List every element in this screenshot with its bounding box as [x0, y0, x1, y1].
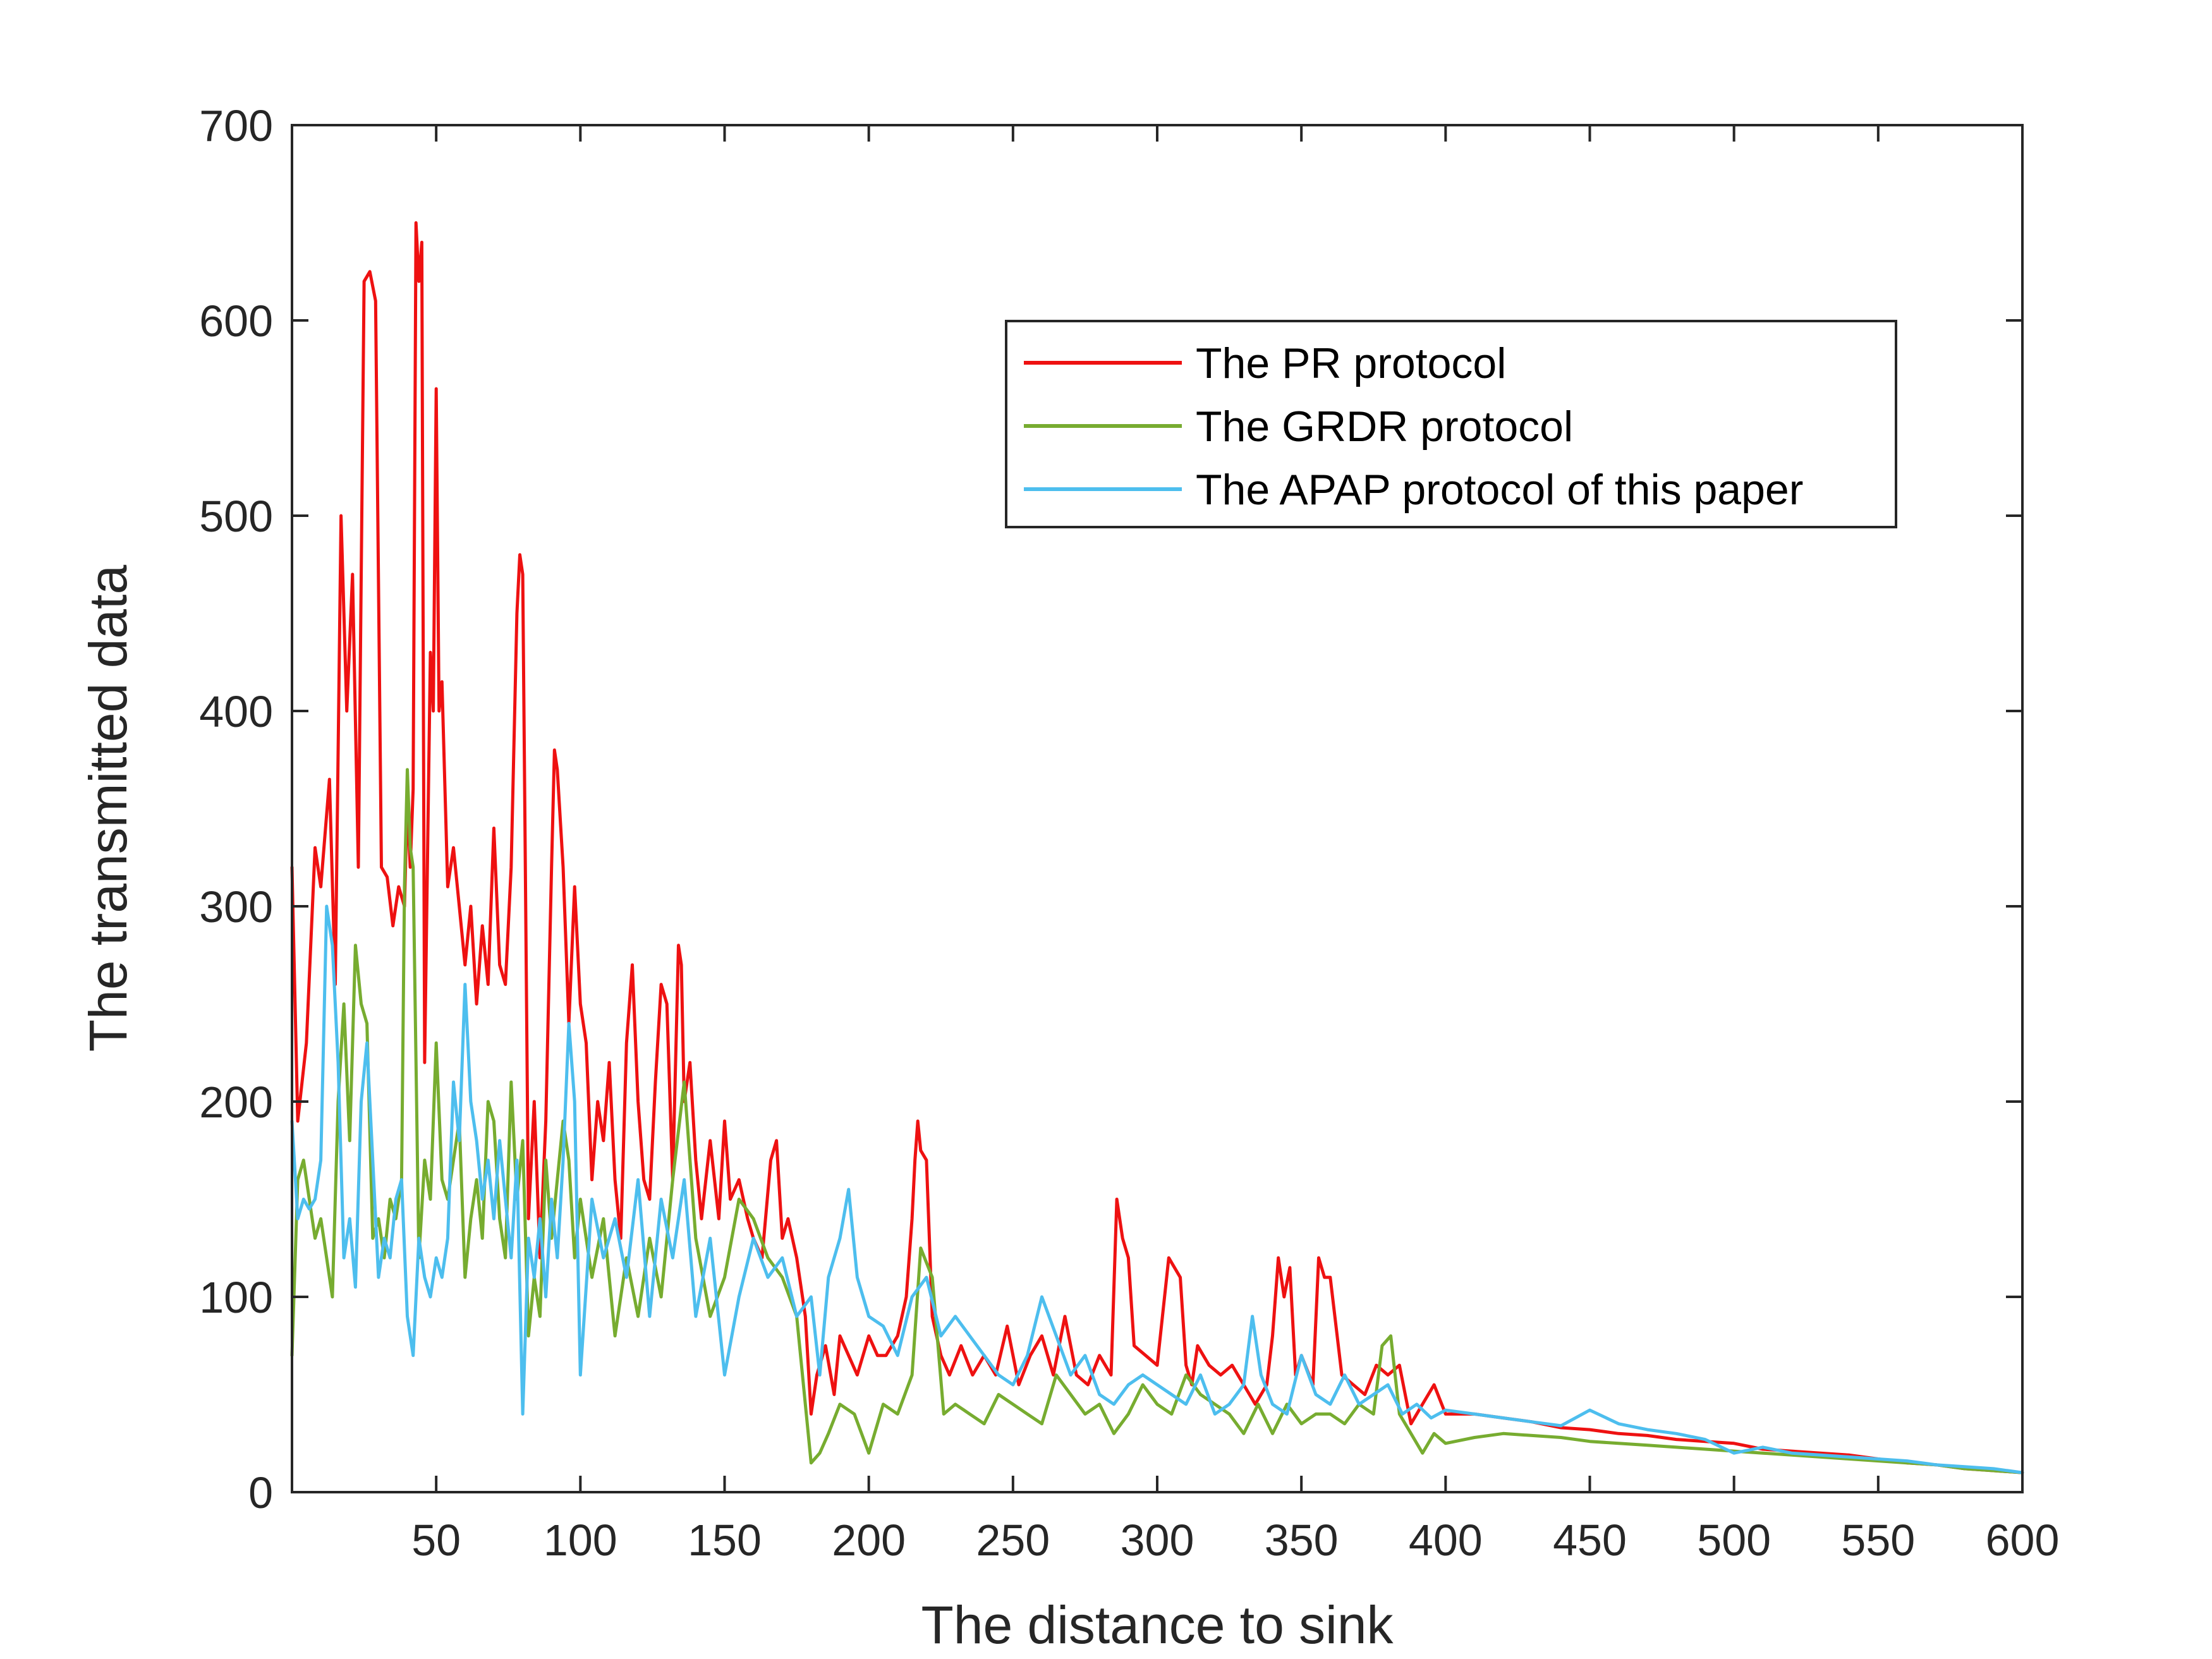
y-tick-label: 500: [199, 492, 273, 541]
x-tick-label: 300: [1121, 1516, 1194, 1565]
y-tick-label: 700: [199, 101, 273, 150]
x-tick-label: 350: [1265, 1516, 1339, 1565]
y-tick-label: 100: [199, 1273, 273, 1322]
x-tick-label: 150: [688, 1516, 762, 1565]
legend: The PR protocol The GRDR protocol The AP…: [1005, 320, 1897, 528]
ticks-layer: 50 100 150 200 250 300 350 400 450 500 550 600 0 100 2…: [199, 101, 2059, 1565]
y-tick-label: 600: [199, 296, 273, 346]
series-line-apap: [290, 904, 2024, 1474]
x-tick-label: 500: [1697, 1516, 1771, 1565]
x-tick-label: 400: [1409, 1516, 1483, 1565]
x-tick-label: 100: [544, 1516, 617, 1565]
x-tick-label: 200: [832, 1516, 906, 1565]
y-tick-label: 300: [199, 882, 273, 932]
y-axis-title: The transmitted data: [78, 565, 138, 1052]
legend-label-grdr: The GRDR protocol: [1196, 403, 1573, 451]
series-layer: [290, 221, 2024, 1474]
x-tick-label: 450: [1553, 1516, 1627, 1565]
legend-label-pr: The PR protocol: [1196, 339, 1506, 387]
y-tick-label: 0: [248, 1468, 273, 1517]
x-tick-label: 250: [976, 1516, 1050, 1565]
y-tick-label: 400: [199, 687, 273, 736]
legend-label-apap: The APAP protocol of this paper: [1196, 466, 1803, 514]
x-tick-label: 600: [1986, 1516, 2060, 1565]
series-line-pr: [290, 221, 2024, 1474]
x-axis-title: The distance to sink: [921, 1595, 1394, 1655]
x-tick-label: 50: [411, 1516, 461, 1565]
x-tick-label: 550: [1841, 1516, 1915, 1565]
y-tick-label: 200: [199, 1078, 273, 1127]
